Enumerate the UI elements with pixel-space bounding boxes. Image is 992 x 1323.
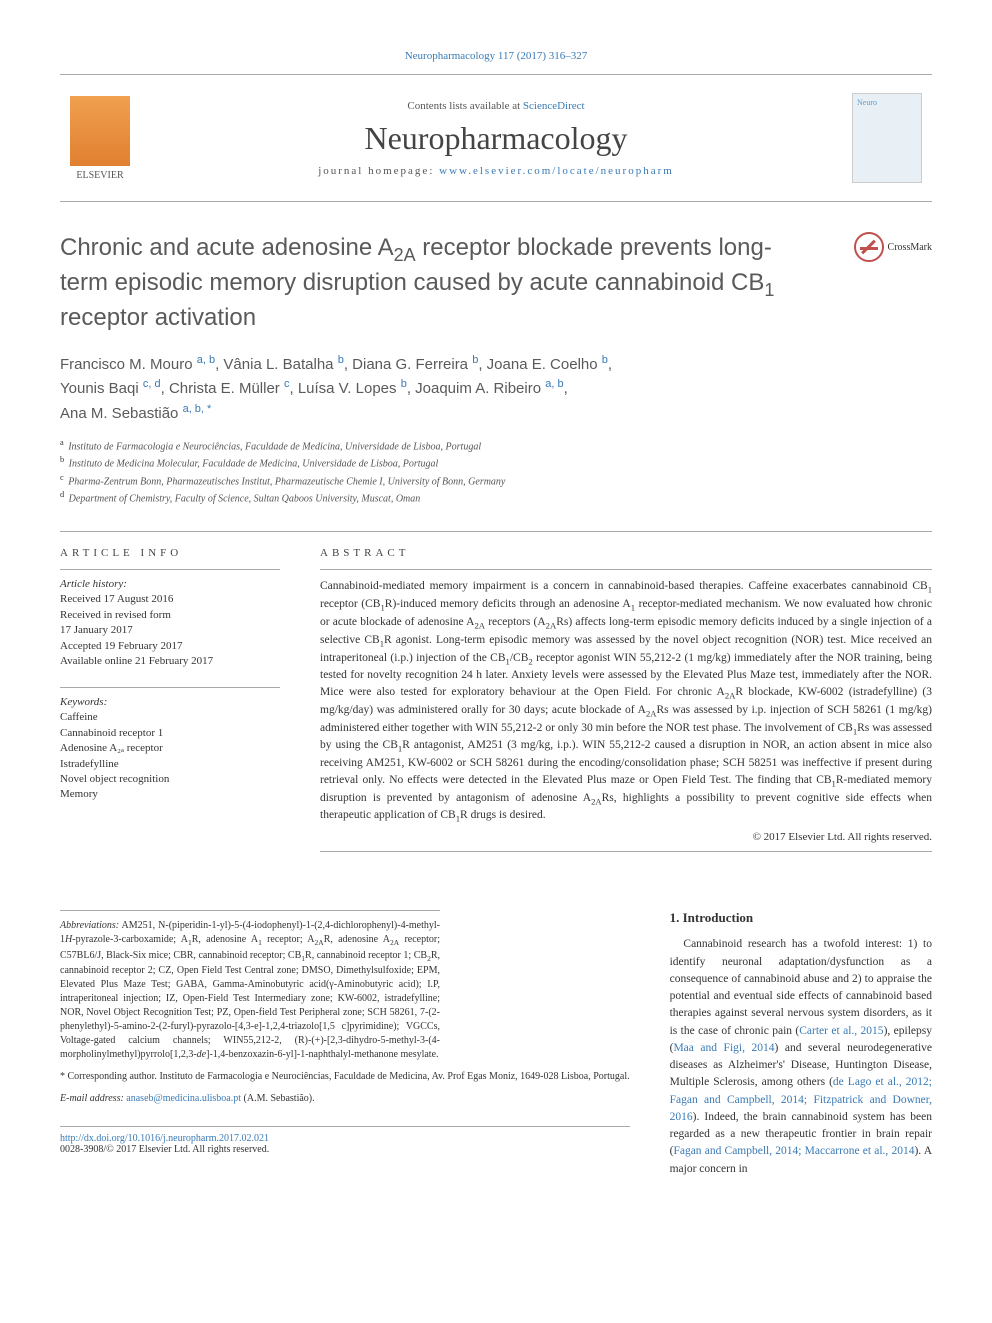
- affiliation-list: a Instituto de Farmacologia e Neurociênc…: [60, 437, 932, 506]
- affiliation: d Department of Chemistry, Faculty of Sc…: [60, 489, 932, 506]
- keyword: Istradefylline: [60, 757, 280, 772]
- introduction-column: 1. Introduction Cannabinoid research has…: [670, 910, 932, 1178]
- keywords-block: Keywords: Caffeine Cannabinoid receptor …: [60, 687, 280, 802]
- homepage-link[interactable]: www.elsevier.com/locate/neuropharm: [439, 165, 674, 177]
- article-title: Chronic and acute adenosine A2A receptor…: [60, 232, 932, 334]
- author: Ana M. Sebastião a, b, *: [60, 405, 211, 422]
- introduction-heading: 1. Introduction: [670, 910, 932, 926]
- author: Christa E. Müller c: [169, 380, 290, 397]
- corr-text: Instituto de Farmacologia e Neurociência…: [159, 1071, 629, 1082]
- affiliation: b Instituto de Medicina Molecular, Facul…: [60, 454, 932, 471]
- elsevier-logo-icon: [70, 96, 130, 166]
- author: Vânia L. Batalha b: [223, 356, 343, 373]
- introduction-paragraph: Cannabinoid research has a twofold inter…: [670, 936, 932, 1178]
- abstract-column: ABSTRACT Cannabinoid-mediated memory imp…: [320, 547, 932, 860]
- issn-copyright-line: 0028-3908/© 2017 Elsevier Ltd. All right…: [60, 1144, 269, 1155]
- abstract-text: Cannabinoid-mediated memory impairment i…: [320, 578, 932, 825]
- author: Joaquim A. Ribeiro a, b: [415, 380, 563, 397]
- doi-link[interactable]: http://dx.doi.org/10.1016/j.neuropharm.2…: [60, 1133, 269, 1144]
- header-citation: Neuropharmacology 117 (2017) 316–327: [60, 50, 932, 62]
- article-history-block: Article history: Received 17 August 2016…: [60, 569, 280, 669]
- author: Francisco M. Mouro a, b: [60, 356, 215, 373]
- rule-abstract-bottom: [320, 851, 932, 852]
- email-link[interactable]: anaseb@medicina.ulisboa.pt: [126, 1093, 241, 1104]
- email-name: (A.M. Sebastião).: [244, 1093, 315, 1104]
- rule-abstract: [320, 569, 932, 570]
- author: Luísa V. Lopes b: [298, 380, 407, 397]
- meta-row: ARTICLE INFO Article history: Received 1…: [60, 531, 932, 860]
- abstract-heading: ABSTRACT: [320, 547, 932, 559]
- article-info-column: ARTICLE INFO Article history: Received 1…: [60, 547, 280, 860]
- rule-top: [60, 74, 932, 75]
- keyword: Memory: [60, 787, 280, 802]
- homepage-prefix: journal homepage:: [318, 165, 439, 177]
- crossmark-icon: [854, 232, 884, 262]
- history-label: Article history:: [60, 578, 280, 590]
- footer-section: Abbreviations: AM251, N-(piperidin-1-yl)…: [60, 910, 932, 1178]
- affiliation: c Pharma-Zentrum Bonn, Pharmazeutisches …: [60, 472, 932, 489]
- author-list: Francisco M. Mouro a, b, Vânia L. Batalh…: [60, 352, 932, 426]
- article-info-heading: ARTICLE INFO: [60, 547, 280, 559]
- crossmark-label: CrossMark: [888, 242, 932, 253]
- email-block: E-mail address: anaseb@medicina.ulisboa.…: [60, 1092, 630, 1106]
- journal-homepage-line: journal homepage: www.elsevier.com/locat…: [140, 165, 852, 177]
- author: Younis Baqi c, d: [60, 380, 161, 397]
- keywords-label: Keywords:: [60, 696, 280, 708]
- journal-cover-icon: [852, 93, 922, 183]
- affiliation: a Instituto de Farmacologia e Neurociênc…: [60, 437, 932, 454]
- history-item: Available online 21 February 2017: [60, 654, 280, 669]
- cover-block: [852, 93, 932, 183]
- footnotes-column: Abbreviations: AM251, N-(piperidin-1-yl)…: [60, 910, 630, 1178]
- contents-available-line: Contents lists available at ScienceDirec…: [140, 100, 852, 112]
- publisher-name: ELSEVIER: [60, 170, 140, 181]
- citation-link[interactable]: Fagan and Campbell, 2014; Maccarrone et …: [673, 1145, 914, 1157]
- banner-center: Contents lists available at ScienceDirec…: [140, 100, 852, 177]
- email-label: E-mail address:: [60, 1093, 124, 1104]
- keyword: Cannabinoid receptor 1: [60, 726, 280, 741]
- doi-block: http://dx.doi.org/10.1016/j.neuropharm.2…: [60, 1126, 630, 1155]
- rule-banner-bottom: [60, 201, 932, 202]
- publisher-block: ELSEVIER: [60, 96, 140, 181]
- author: Diana G. Ferreira b: [352, 356, 478, 373]
- history-item: 17 January 2017: [60, 623, 280, 638]
- abbrev-label: Abbreviations:: [60, 920, 119, 931]
- title-section: CrossMark Chronic and acute adenosine A2…: [60, 232, 932, 506]
- journal-banner: ELSEVIER Contents lists available at Sci…: [60, 83, 932, 193]
- abbreviations-block: Abbreviations: AM251, N-(piperidin-1-yl)…: [60, 910, 440, 1062]
- sciencedirect-link[interactable]: ScienceDirect: [523, 100, 585, 112]
- keyword: Adenosine A₂ₐ receptor: [60, 741, 280, 756]
- contents-prefix: Contents lists available at: [407, 100, 522, 112]
- corr-label: * Corresponding author.: [60, 1071, 157, 1082]
- history-item: Accepted 19 February 2017: [60, 639, 280, 654]
- crossmark-badge[interactable]: CrossMark: [854, 232, 932, 262]
- page-container: Neuropharmacology 117 (2017) 316–327 ELS…: [0, 0, 992, 1228]
- author: Joana E. Coelho b: [487, 356, 608, 373]
- abstract-copyright: © 2017 Elsevier Ltd. All rights reserved…: [320, 831, 932, 843]
- abbrev-text: AM251, N-(piperidin-1-yl)-5-(4-iodopheny…: [60, 920, 440, 1060]
- keyword: Caffeine: [60, 710, 280, 725]
- history-item: Received in revised form: [60, 608, 280, 623]
- citation-link[interactable]: Maa and Figi, 2014: [673, 1042, 774, 1054]
- corresponding-author-block: * Corresponding author. Instituto de Far…: [60, 1070, 630, 1084]
- journal-name: Neuropharmacology: [140, 120, 852, 157]
- keyword: Novel object recognition: [60, 772, 280, 787]
- citation-link[interactable]: Carter et al., 2015: [799, 1025, 883, 1037]
- history-item: Received 17 August 2016: [60, 592, 280, 607]
